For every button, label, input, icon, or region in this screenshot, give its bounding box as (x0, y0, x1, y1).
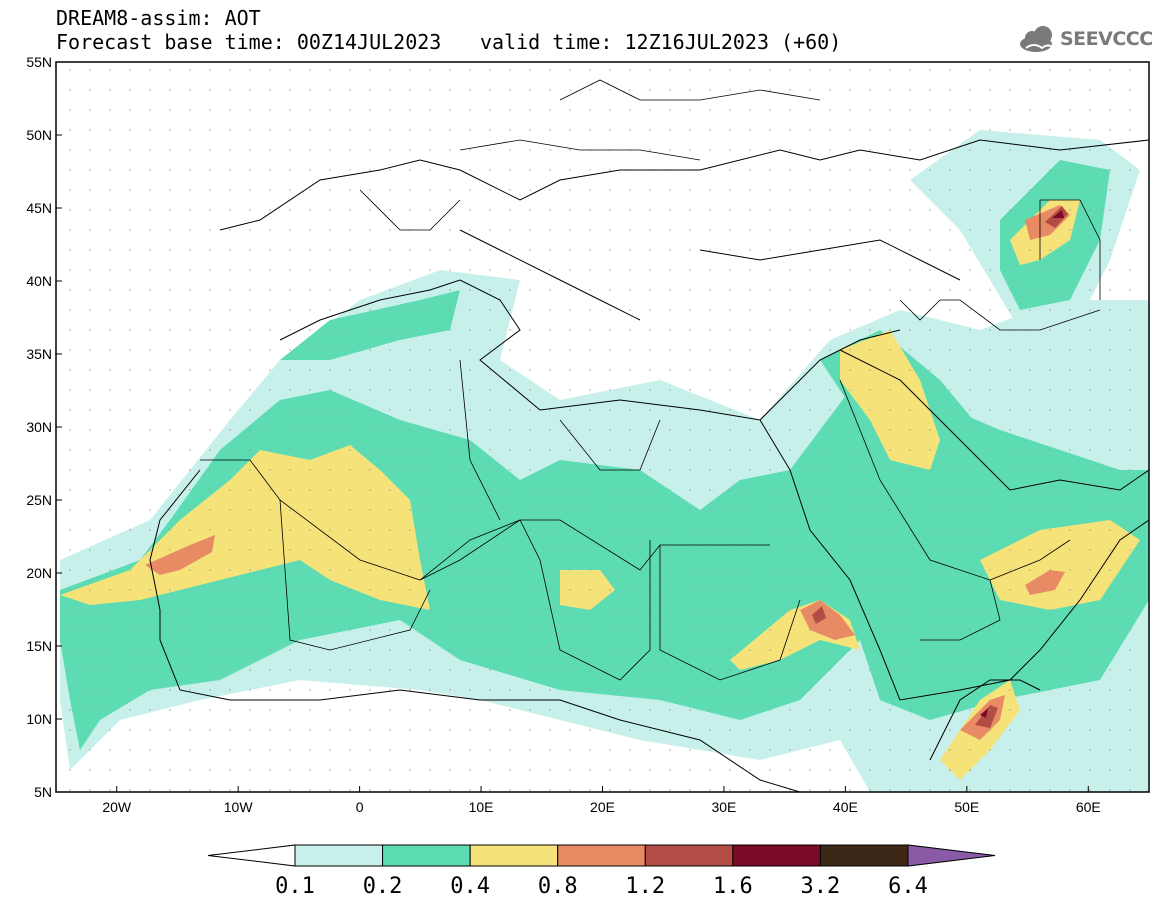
lon-tick-label: 10W (224, 799, 254, 815)
lat-tick-label: 15N (26, 638, 52, 654)
lat-tick-label: 5N (34, 784, 52, 800)
colorbar-box (644, 844, 734, 867)
lon-tick-label: 30E (711, 799, 736, 815)
valid-time: valid time: 12Z16JUL2023 (+60) (480, 30, 842, 54)
colorbar-label: 0.2 (363, 874, 403, 899)
lon-tick-label: 0 (356, 799, 364, 815)
colorbar-high-arrow (907, 844, 996, 867)
colorbar-box (382, 844, 471, 867)
lon-tick-label: 20W (102, 799, 132, 815)
lat-tick-label: 55N (26, 54, 52, 70)
colorbar-box (819, 844, 909, 867)
latitude-axis: 55N 50N 45N 40N 35N 30N 25N 20N 15N 10N 5N (26, 54, 62, 800)
colorbar-low-arrow (207, 844, 296, 867)
colorbar-label: 3.2 (801, 874, 841, 899)
lon-tick-label: 50E (954, 799, 979, 815)
lat-tick-label: 40N (26, 273, 52, 289)
colorbar-label: 1.6 (713, 874, 753, 899)
seevccc-logo (1020, 26, 1055, 52)
aot-field (56, 62, 1149, 792)
lat-tick-label: 10N (26, 711, 52, 727)
longitude-axis: 20W 10W 0 10E 20E 30E 40E 50E 60E (102, 786, 1101, 815)
colorbar-box (557, 844, 646, 867)
coastlines (149, 139, 1149, 792)
logo-text: SEEVCCC (1060, 28, 1153, 50)
forecast-base-time: Forecast base time: 00Z14JUL2023 (56, 30, 442, 54)
colorbar-box (732, 844, 821, 867)
colorbar-label: 0.8 (538, 874, 578, 899)
map-title: DREAM8-assim: AOT (56, 6, 261, 30)
country-borders (200, 79, 1101, 681)
lat-tick-label: 45N (26, 200, 52, 216)
lat-tick-label: 30N (26, 419, 52, 435)
lat-tick-label: 50N (26, 127, 52, 143)
graticule-dots (56, 62, 1149, 792)
lat-tick-label: 35N (26, 346, 52, 362)
cloud-icon (1020, 26, 1055, 52)
colorbar-box (294, 844, 384, 867)
colorbar-box (469, 844, 559, 867)
lon-tick-label: 10E (469, 799, 494, 815)
lon-tick-label: 20E (590, 799, 615, 815)
colorbar-label: 0.4 (450, 874, 490, 899)
colorbar-label: 6.4 (888, 874, 928, 899)
colorbar-label: 0.1 (275, 874, 315, 899)
lon-tick-label: 40E (833, 799, 858, 815)
colorbar-label: 1.2 (625, 874, 665, 899)
lat-tick-label: 20N (26, 565, 52, 581)
lat-tick-label: 25N (26, 492, 52, 508)
lon-tick-label: 60E (1076, 799, 1101, 815)
